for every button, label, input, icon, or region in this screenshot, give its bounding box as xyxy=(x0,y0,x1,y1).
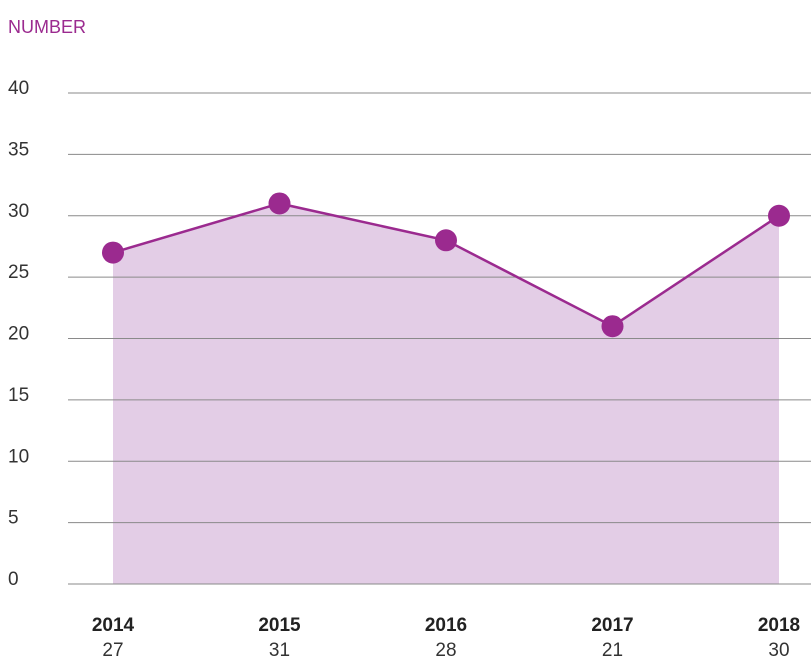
marker xyxy=(102,241,124,264)
marker xyxy=(268,192,291,215)
y-tick-label: 0 xyxy=(8,569,19,590)
data-label: 21 xyxy=(602,640,623,658)
x-tick-label: 2017 xyxy=(591,615,633,636)
area xyxy=(113,203,779,584)
y-tick-label: 20 xyxy=(8,324,29,345)
x-tick-label: 2015 xyxy=(258,615,301,636)
y-tick-label: 5 xyxy=(8,508,19,529)
x-tick-label: 2016 xyxy=(425,615,467,636)
y-tick-label: 25 xyxy=(8,262,29,283)
y-axis-label: NUMBER xyxy=(8,17,86,37)
y-tick-label: 40 xyxy=(8,78,29,99)
marker xyxy=(435,229,457,252)
y-tick-label: 30 xyxy=(8,201,29,222)
data-label: 31 xyxy=(269,640,290,658)
data-label: 30 xyxy=(768,640,789,658)
data-label: 27 xyxy=(102,640,123,658)
x-tick-label: 2014 xyxy=(92,615,135,636)
y-tick-label: 15 xyxy=(8,385,29,406)
marker xyxy=(601,315,624,338)
y-tick-label: 10 xyxy=(8,446,29,467)
data-label: 28 xyxy=(435,640,456,658)
marker xyxy=(768,204,790,227)
y-tick-label: 35 xyxy=(8,139,29,160)
x-tick-label: 2018 xyxy=(758,615,800,636)
